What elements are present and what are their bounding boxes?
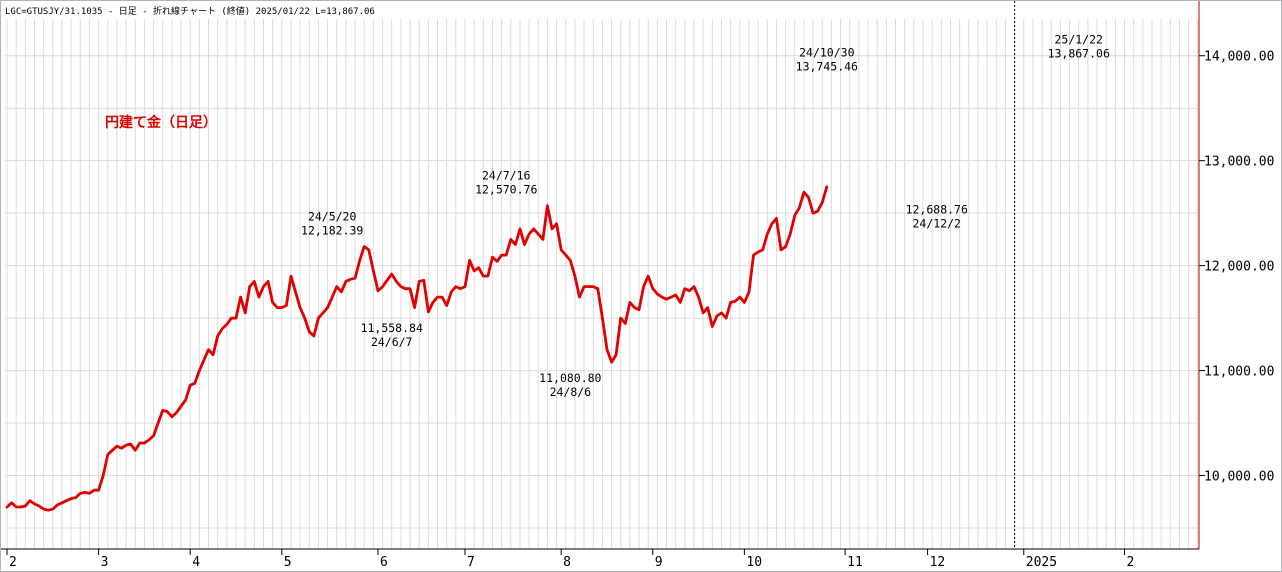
x-tick-label: 6 bbox=[380, 555, 388, 570]
x-tick-label: 10 bbox=[746, 555, 762, 570]
annotation-value: 13,867.06 bbox=[1048, 47, 1110, 61]
annotation-value: 12,688.76 bbox=[906, 202, 968, 216]
chart-header: LGC=GTUSJY/31.1035 - 日足 - 折れ線チャート (終値) 2… bbox=[5, 5, 375, 17]
annotation-date: 24/12/2 bbox=[913, 216, 961, 230]
y-tick-label: 12,000.00 bbox=[1204, 260, 1274, 275]
annotation-value: 13,745.46 bbox=[796, 59, 858, 73]
annotation-date: 24/7/16 bbox=[482, 169, 531, 183]
x-tick-label: 5 bbox=[284, 555, 292, 570]
x-tick-label: 4 bbox=[192, 555, 200, 570]
chart-title: 円建て金（日足） bbox=[105, 114, 217, 131]
y-tick-label: 14,000.00 bbox=[1204, 50, 1274, 65]
annotation-value: 11,080.80 bbox=[539, 371, 601, 385]
y-tick-label: 10,000.00 bbox=[1204, 470, 1274, 485]
y-tick-label: 13,000.00 bbox=[1204, 155, 1274, 170]
x-tick-label: 12 bbox=[930, 555, 946, 570]
annotation-date: 24/6/7 bbox=[371, 335, 413, 349]
annotation-date: 24/10/30 bbox=[799, 45, 854, 59]
x-tick-label: 11 bbox=[847, 555, 863, 570]
y-axis: 10,000.00 11,000.00 12,000.00 13,000.00 14,0… bbox=[1199, 50, 1274, 485]
price-line bbox=[5, 185, 829, 512]
x-tick-label: 2 bbox=[9, 555, 17, 570]
x-tick-label: 8 bbox=[563, 555, 571, 570]
annotation-date: 24/8/6 bbox=[550, 385, 592, 399]
x-tick-label: 2025 bbox=[1026, 555, 1057, 570]
x-tick-label: 3 bbox=[101, 555, 109, 570]
grid bbox=[5, 19, 1199, 549]
x-tick-label: 2 bbox=[1127, 555, 1135, 570]
x-tick-label: 7 bbox=[467, 555, 475, 570]
annotation-value: 12,570.76 bbox=[475, 183, 537, 197]
x-tick-label: 9 bbox=[655, 555, 663, 570]
annotation-value: 11,558.84 bbox=[361, 321, 423, 335]
x-axis: 2 3 4 5 6 7 8 9 10 11 12 2025 2 bbox=[6, 549, 1135, 570]
annotations: 24/5/2012,182.3911,558.8424/6/724/7/1612… bbox=[301, 33, 1110, 399]
y-tick-label: 11,000.00 bbox=[1204, 365, 1274, 380]
annotation-date: 24/5/20 bbox=[308, 209, 357, 223]
annotation-value: 12,182.39 bbox=[301, 223, 363, 237]
annotation-date: 25/1/22 bbox=[1054, 33, 1102, 47]
